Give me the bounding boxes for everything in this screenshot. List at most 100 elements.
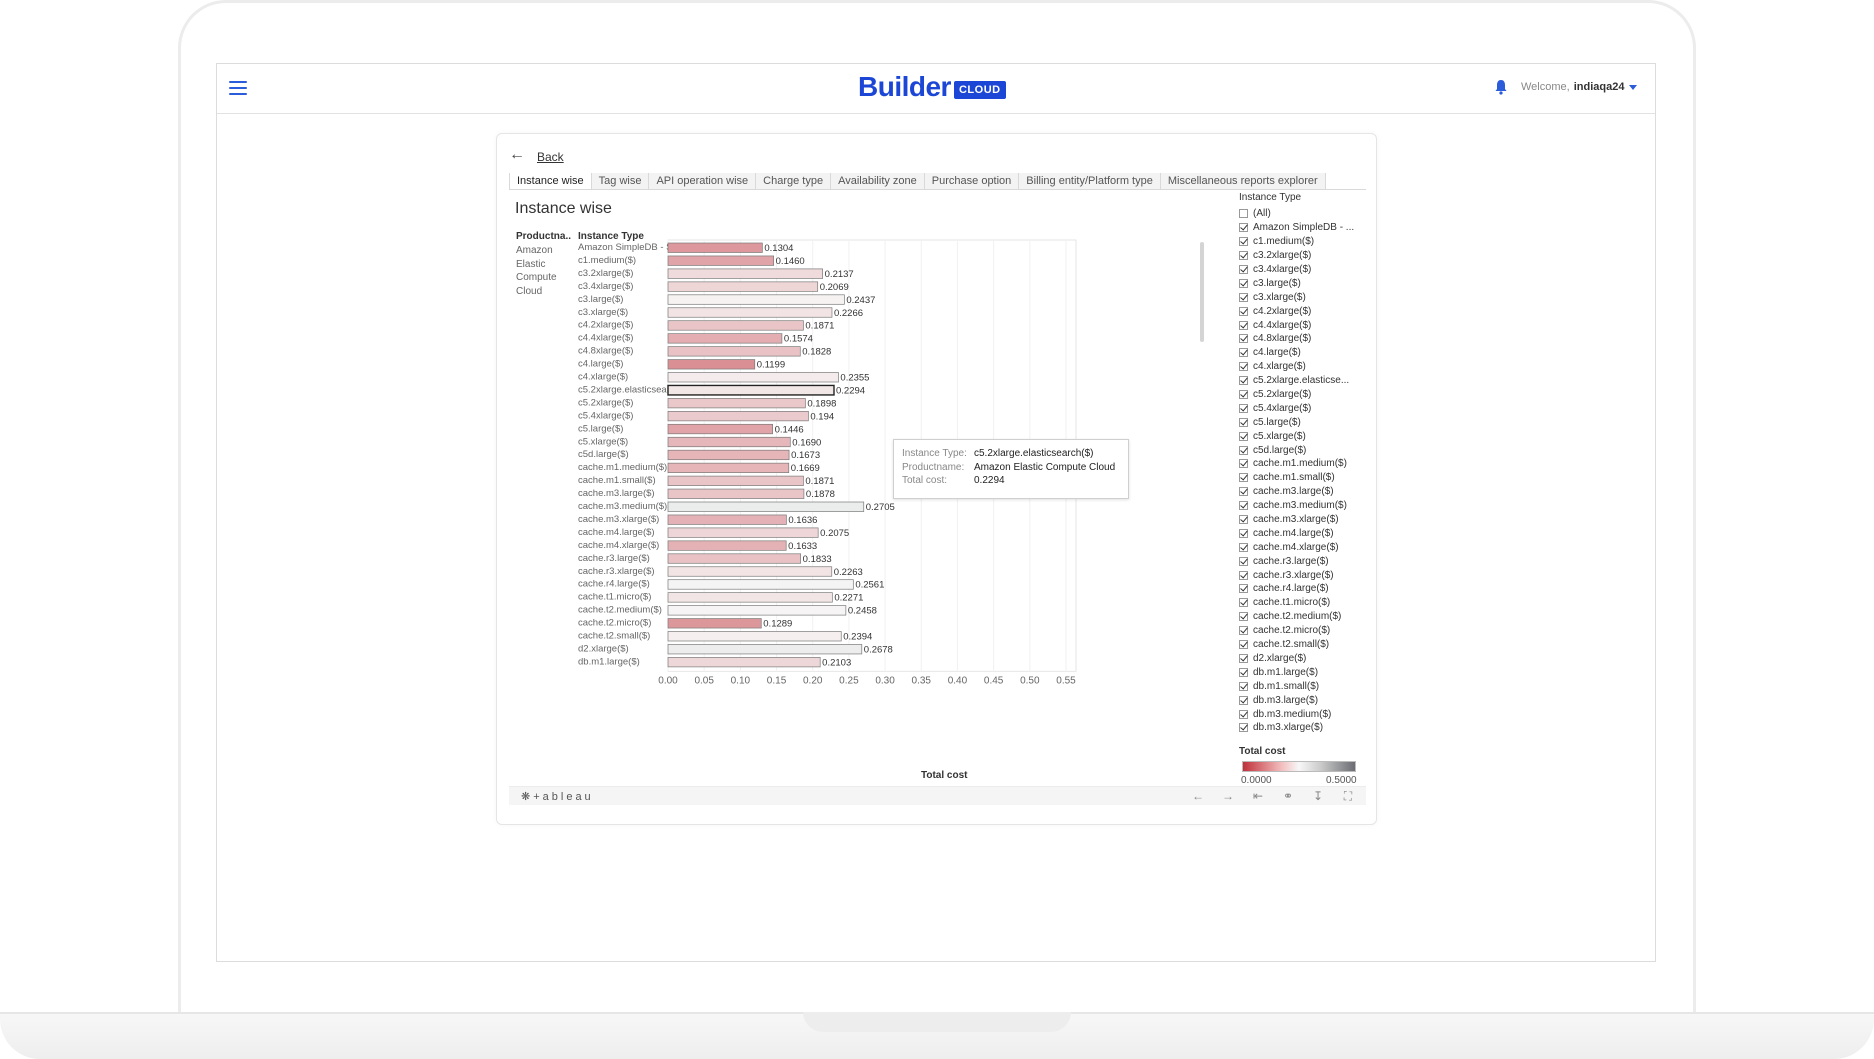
checkbox[interactable] — [1239, 584, 1248, 594]
filter-item[interactable]: cache.r4.large($) — [1239, 582, 1363, 596]
bar[interactable] — [667, 423, 773, 435]
checkbox[interactable] — [1239, 292, 1248, 302]
checkbox[interactable] — [1239, 667, 1248, 677]
checkbox[interactable] — [1239, 612, 1248, 622]
filter-item[interactable]: cache.m1.medium($) — [1239, 457, 1363, 471]
filter-item[interactable]: c1.medium($) — [1239, 235, 1363, 249]
bar[interactable] — [667, 462, 790, 473]
checkbox[interactable] — [1239, 376, 1248, 386]
checkbox[interactable] — [1239, 223, 1248, 233]
checkbox[interactable] — [1239, 348, 1248, 358]
redo-icon[interactable]: → — [1222, 789, 1234, 803]
bar[interactable] — [667, 592, 833, 603]
checkbox[interactable] — [1239, 515, 1248, 525]
filter-item[interactable]: cache.t1.micro($) — [1239, 596, 1363, 610]
bar[interactable] — [667, 579, 854, 590]
bar[interactable] — [667, 527, 819, 538]
bar[interactable] — [667, 281, 819, 292]
bar[interactable] — [667, 372, 839, 383]
filter-item[interactable]: db.m3.xlarge($) — [1239, 721, 1363, 732]
filter-item[interactable]: d2.xlarge($) — [1239, 652, 1363, 666]
bar[interactable] — [667, 411, 809, 422]
filter-item[interactable]: c3.4xlarge($) — [1239, 263, 1363, 277]
undo-icon[interactable]: ← — [1192, 789, 1204, 803]
checkbox[interactable] — [1239, 695, 1248, 705]
tableau-logo[interactable]: ❋+ableau — [521, 790, 594, 803]
fullscreen-icon[interactable]: ⛶ — [1343, 789, 1353, 803]
tab-charge-type[interactable]: Charge type — [756, 173, 832, 189]
tab-tag-wise[interactable]: Tag wise — [591, 173, 650, 189]
bar[interactable] — [667, 384, 835, 396]
checkbox[interactable] — [1239, 556, 1248, 566]
filter-item[interactable]: c4.2xlarge($) — [1239, 304, 1363, 318]
bar[interactable] — [667, 294, 845, 305]
revert-icon[interactable]: ⇤ — [1252, 789, 1264, 803]
checkbox[interactable] — [1239, 626, 1248, 636]
user-menu[interactable]: Welcome, indiaqa24 — [1521, 81, 1638, 93]
checkbox[interactable] — [1239, 640, 1248, 650]
filter-item[interactable]: c5.2xlarge.elasticse... — [1239, 374, 1363, 388]
bar[interactable] — [667, 346, 801, 357]
checkbox[interactable] — [1239, 237, 1248, 247]
filter-item[interactable]: db.m1.large($) — [1239, 665, 1363, 679]
share-icon[interactable]: ⚭ — [1282, 789, 1294, 803]
filter-item[interactable]: c4.large($) — [1239, 346, 1363, 360]
filter-item[interactable]: cache.t2.small($) — [1239, 638, 1363, 652]
filter-item[interactable]: cache.r3.xlarge($) — [1239, 568, 1363, 582]
download-icon[interactable]: ↧ — [1312, 789, 1324, 803]
filter-item[interactable]: c3.large($) — [1239, 276, 1363, 290]
tab-availability-zone[interactable]: Availability zone — [831, 173, 925, 189]
checkbox[interactable] — [1239, 306, 1248, 316]
bar[interactable] — [667, 268, 823, 279]
checkbox[interactable] — [1239, 334, 1248, 344]
bar[interactable] — [667, 514, 787, 525]
filter-item[interactable]: cache.t2.medium($) — [1239, 610, 1363, 624]
filter-item[interactable]: c4.4xlarge($) — [1239, 318, 1363, 332]
checkbox[interactable] — [1239, 653, 1248, 663]
bar[interactable] — [667, 307, 833, 318]
filter-item[interactable]: c3.xlarge($) — [1239, 290, 1363, 304]
filter-item[interactable]: db.m3.medium($) — [1239, 707, 1363, 721]
bar[interactable] — [667, 631, 842, 642]
checkbox[interactable] — [1239, 265, 1248, 274]
filter-item[interactable]: cache.m3.xlarge($) — [1239, 513, 1363, 527]
chart-scrollbar[interactable] — [1200, 242, 1204, 342]
filter-item[interactable]: db.m1.small($) — [1239, 679, 1363, 693]
checkbox[interactable] — [1239, 459, 1248, 469]
checkbox[interactable] — [1239, 598, 1248, 608]
bar[interactable] — [667, 540, 787, 551]
logo[interactable]: Builder CLOUD — [858, 71, 1006, 102]
menu-icon[interactable] — [229, 81, 247, 95]
checkbox[interactable] — [1239, 681, 1248, 691]
checkbox[interactable] — [1239, 570, 1248, 580]
filter-item[interactable]: cache.t2.micro($) — [1239, 624, 1363, 638]
back-link[interactable]: ← Back — [509, 146, 564, 164]
tab-purchase-option[interactable]: Purchase option — [924, 173, 1020, 189]
filter-item[interactable]: c5.4xlarge($) — [1239, 401, 1363, 415]
bar[interactable] — [667, 553, 801, 564]
filter-item[interactable]: c5.xlarge($) — [1239, 429, 1363, 443]
checkbox[interactable] — [1239, 487, 1248, 497]
checkbox[interactable] — [1239, 417, 1248, 427]
filter-item[interactable]: (All) — [1239, 207, 1363, 221]
bar[interactable] — [667, 436, 791, 448]
checkbox[interactable] — [1239, 445, 1248, 455]
bar[interactable] — [667, 501, 865, 512]
checkbox[interactable] — [1239, 431, 1248, 441]
bar[interactable] — [667, 398, 806, 409]
filter-item[interactable]: c4.8xlarge($) — [1239, 332, 1363, 346]
bar[interactable] — [667, 475, 804, 486]
bar[interactable] — [667, 255, 775, 266]
bar[interactable] — [667, 566, 833, 577]
filter-item[interactable]: cache.m3.large($) — [1239, 485, 1363, 499]
bar[interactable] — [667, 359, 756, 370]
bar[interactable] — [667, 320, 804, 331]
bar[interactable] — [667, 449, 790, 461]
checkbox[interactable] — [1239, 501, 1248, 511]
bar[interactable] — [667, 618, 762, 629]
filter-item[interactable]: cache.r3.large($) — [1239, 554, 1363, 568]
checkbox[interactable] — [1239, 473, 1248, 483]
tab-miscellaneous-reports-explorer[interactable]: Miscellaneous reports explorer — [1160, 173, 1326, 189]
filter-item[interactable]: c5.2xlarge($) — [1239, 388, 1363, 402]
filter-item[interactable]: c5d.large($) — [1239, 443, 1363, 457]
